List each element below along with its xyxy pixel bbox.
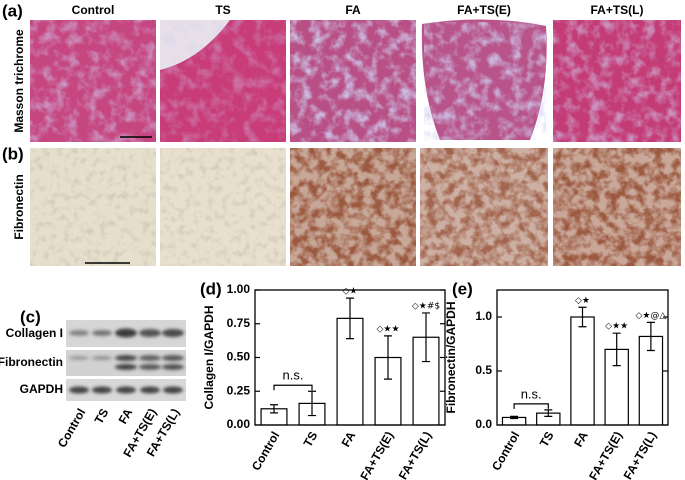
micrograph-texture [290,20,416,142]
error-bar [422,312,430,363]
panel-label: (a) [2,1,23,20]
x-tick-label: FA+TS(E) [586,429,625,480]
significance-mark: ◇★@△ [635,311,666,321]
micrograph-texture [30,148,156,266]
lane-label: TS [92,406,112,426]
panel-label: (b) [2,144,24,163]
band-label: Collagen I [6,326,63,340]
x-tick-label: FA+TS(L) [621,429,660,480]
y-axis-label: Fibronectin/GAPDH [444,301,458,413]
bar [570,316,595,426]
x-tick-label: FA+TS(L) [396,429,435,480]
panel-label: (e) [452,279,473,298]
micrograph-texture [553,148,681,266]
y-tick-label: 0.0 [475,417,492,431]
lane-label: Control [55,406,88,450]
y-tick-label: 0.00 [227,417,251,431]
band-label: Fibronectin [0,355,63,369]
micrograph-texture [290,148,416,266]
plot-frame [496,289,669,426]
band-label: GAPDH [20,382,63,396]
bracket [273,384,313,391]
error-bar [578,306,587,328]
y-tick-label: 0.75 [227,316,251,330]
blot [66,320,186,401]
error-bar [308,390,316,417]
panel-label: (c) [20,307,41,326]
x-tick-label: Control [489,429,522,473]
y-tick-label: 1.0 [475,309,492,323]
micrograph-texture [160,148,286,266]
bracket-label: n.s. [521,386,542,401]
fibronectin-row [30,148,681,266]
y-tick-label: 0.25 [227,383,251,397]
row-label: Masson trichrome [12,29,26,133]
y-tick-label: 1.00 [227,282,251,296]
x-tick-label: FA [571,429,591,450]
column-header: Control [72,3,115,17]
x-tick-label: FA [339,429,359,450]
masson-row [30,19,681,142]
panel-label: (d) [200,279,222,298]
x-tick-label: FA+TS(E) [357,429,396,480]
micrograph-texture [420,148,548,266]
micrograph-texture [424,22,546,140]
error-bar [510,415,519,420]
plot-frame [254,289,446,426]
bracket [513,403,549,409]
column-header: TS [215,3,230,17]
error-bar [346,297,354,340]
significance-mark: ◇★★ [605,322,628,332]
significance-mark: ◇★ [343,287,358,297]
column-header: FA [345,3,361,17]
micrograph-texture [30,20,156,142]
micrograph-texture [160,20,286,142]
x-tick-label: TS [301,429,321,449]
micrograph-texture [553,20,681,142]
error-bar [544,409,553,417]
y-axis-label: Collagen I/GAPDH [202,305,216,409]
row-label: Fibronectin [12,174,26,239]
y-tick-label: 0.5 [475,363,492,377]
error-bar [646,321,655,352]
error-bar [270,404,278,414]
error-bar [384,335,392,380]
significance-mark: ◇★★ [376,324,399,334]
x-tick-label: Control [249,429,282,473]
blot-strip [66,350,186,376]
column-header: FA+TS(E) [457,3,511,17]
bracket-label: n.s. [283,368,304,383]
error-bar [612,332,621,367]
column-header: FA+TS(L) [591,3,644,17]
x-tick-label: TS [537,429,557,449]
significance-mark: ◇★#$ [412,301,440,311]
significance-mark: ◇★ [575,296,590,306]
y-tick-label: 0.50 [227,350,251,364]
lane-label: FA [116,406,136,427]
